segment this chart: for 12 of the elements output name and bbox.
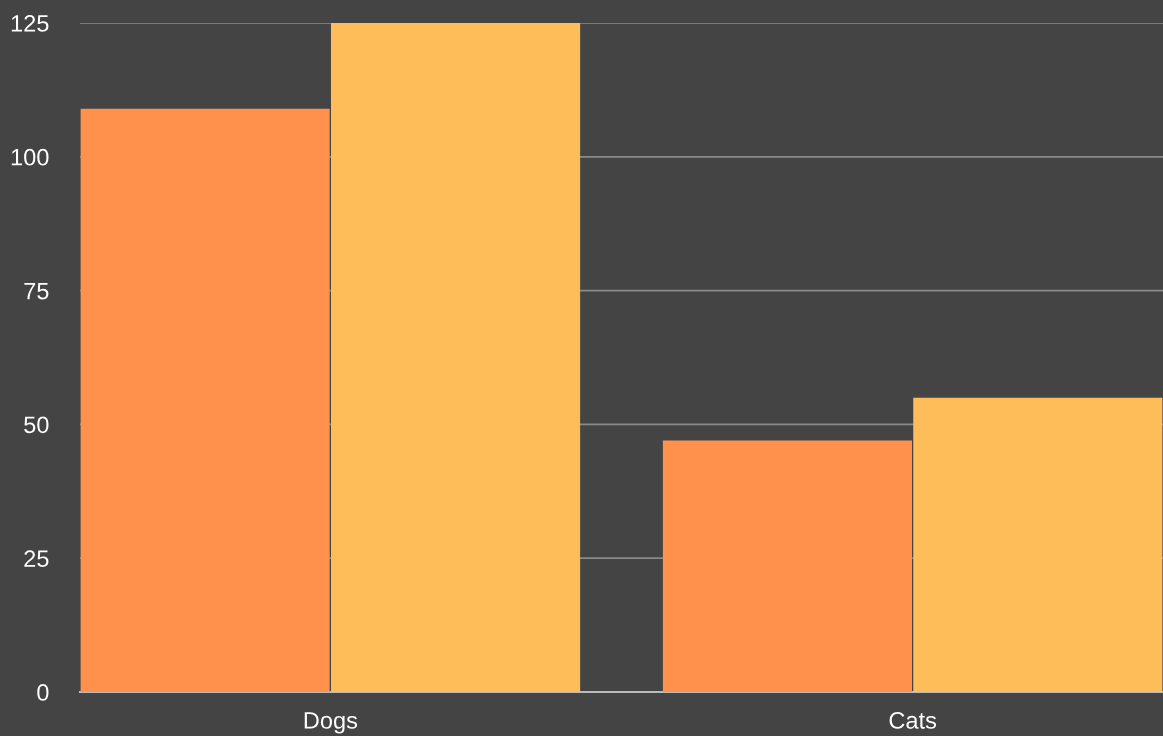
y-tick-label: 0 [37,684,49,701]
bar [331,23,581,692]
y-tick-label: 100 [11,148,49,166]
y-tick-label: 25 [24,550,49,567]
y-tick-label: 75 [24,282,49,300]
bar [913,397,1163,692]
bar [662,440,912,692]
x-tick-label: Cats [889,712,937,729]
y-tick-label: 50 [24,416,49,434]
y-tick-label: 125 [11,15,49,32]
bar [80,108,330,692]
x-tick-label: Dogs [304,712,358,734]
